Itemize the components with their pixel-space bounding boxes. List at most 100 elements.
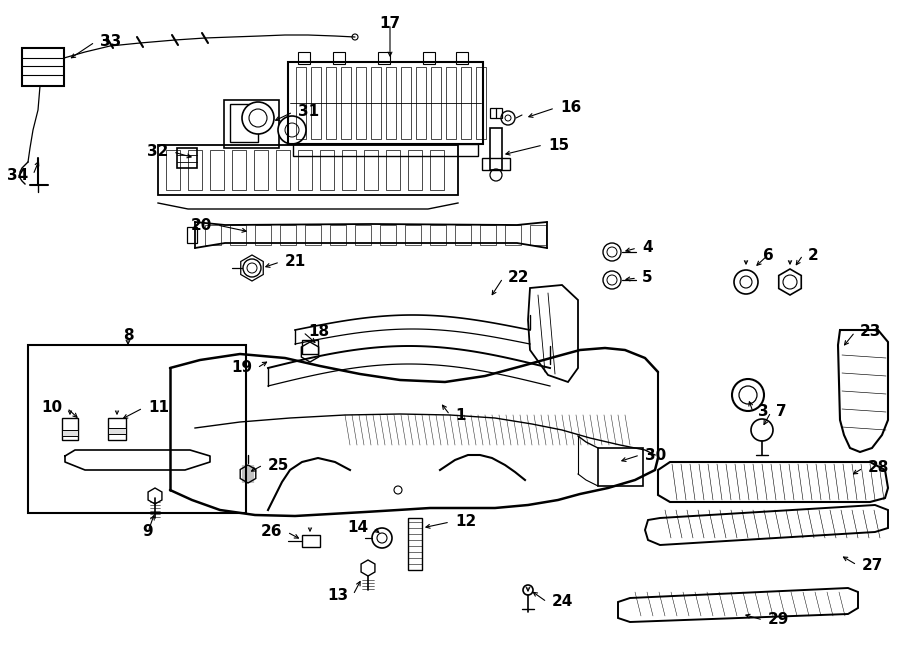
Bar	[177, 148, 197, 168]
Text: 1: 1	[455, 407, 465, 422]
Text: 10: 10	[40, 401, 62, 416]
Bar	[62, 418, 78, 440]
Bar	[230, 104, 258, 142]
Text: 20: 20	[191, 217, 212, 233]
Text: 30: 30	[645, 447, 666, 463]
Bar	[456, 52, 468, 64]
Bar	[482, 158, 510, 170]
Bar	[461, 67, 471, 139]
Bar	[305, 225, 321, 245]
Bar	[302, 535, 320, 547]
Circle shape	[285, 123, 299, 137]
Bar	[446, 67, 456, 139]
Bar	[254, 150, 268, 190]
Bar	[108, 418, 126, 440]
Text: 14: 14	[346, 520, 368, 535]
Bar	[430, 225, 446, 245]
Bar	[311, 67, 321, 139]
Bar	[188, 150, 202, 190]
Bar	[598, 448, 643, 486]
Bar	[22, 48, 64, 86]
Bar	[330, 225, 346, 245]
Bar	[378, 52, 390, 64]
Bar	[108, 428, 126, 434]
Text: 13: 13	[327, 588, 348, 602]
Bar	[490, 128, 502, 170]
Circle shape	[278, 116, 306, 144]
Bar	[158, 145, 458, 195]
Text: 2: 2	[808, 247, 819, 262]
Bar	[28, 345, 246, 513]
Text: 34: 34	[7, 167, 28, 182]
Text: 33: 33	[100, 34, 122, 50]
Bar	[230, 225, 246, 245]
Text: 9: 9	[143, 524, 153, 539]
Text: 17: 17	[380, 17, 400, 32]
Bar	[356, 67, 366, 139]
Bar	[476, 67, 486, 139]
Bar	[302, 340, 318, 354]
Bar	[405, 225, 421, 245]
Text: 29: 29	[768, 613, 789, 627]
Bar	[296, 67, 306, 139]
Circle shape	[249, 109, 267, 127]
Bar	[342, 150, 356, 190]
Bar	[320, 150, 334, 190]
Bar	[276, 150, 290, 190]
Bar	[386, 67, 396, 139]
Text: 11: 11	[148, 401, 169, 416]
Bar	[386, 150, 400, 190]
Bar	[62, 430, 78, 436]
Bar	[431, 67, 441, 139]
Text: 16: 16	[560, 100, 581, 116]
Text: 8: 8	[122, 327, 133, 342]
Text: 3: 3	[758, 405, 769, 420]
Bar	[187, 227, 197, 243]
Circle shape	[242, 102, 274, 134]
Text: 5: 5	[642, 270, 652, 286]
Bar	[530, 225, 546, 245]
Text: 7: 7	[776, 405, 787, 420]
Bar	[430, 150, 444, 190]
Bar	[326, 67, 336, 139]
Bar	[205, 225, 221, 245]
Bar	[480, 225, 496, 245]
Text: 19: 19	[231, 360, 252, 375]
Text: 4: 4	[642, 241, 652, 256]
Text: 18: 18	[308, 325, 329, 340]
Bar	[401, 67, 411, 139]
Text: 32: 32	[147, 145, 168, 159]
Bar	[280, 225, 296, 245]
Bar	[224, 100, 279, 148]
Bar	[288, 62, 483, 144]
Text: 6: 6	[762, 247, 773, 262]
Bar	[455, 225, 471, 245]
Text: 25: 25	[268, 457, 290, 473]
Bar	[232, 150, 246, 190]
Bar	[416, 67, 426, 139]
Text: 27: 27	[862, 557, 884, 572]
Text: 31: 31	[298, 104, 320, 120]
Text: 26: 26	[260, 524, 282, 539]
Bar	[341, 67, 351, 139]
Bar	[298, 52, 310, 64]
Bar	[355, 225, 371, 245]
Bar	[210, 150, 224, 190]
Bar	[293, 144, 478, 156]
Bar	[298, 150, 312, 190]
Text: 12: 12	[455, 514, 476, 529]
Bar	[255, 225, 271, 245]
Text: 24: 24	[552, 594, 573, 609]
Bar	[490, 108, 502, 118]
Bar	[364, 150, 378, 190]
Bar	[166, 150, 180, 190]
Text: 23: 23	[860, 325, 881, 340]
Bar	[408, 150, 422, 190]
Bar	[423, 52, 435, 64]
Text: 28: 28	[868, 461, 889, 475]
Text: 22: 22	[508, 270, 529, 286]
Bar	[371, 67, 381, 139]
Bar	[333, 52, 345, 64]
Bar	[380, 225, 396, 245]
Text: 15: 15	[548, 137, 569, 153]
